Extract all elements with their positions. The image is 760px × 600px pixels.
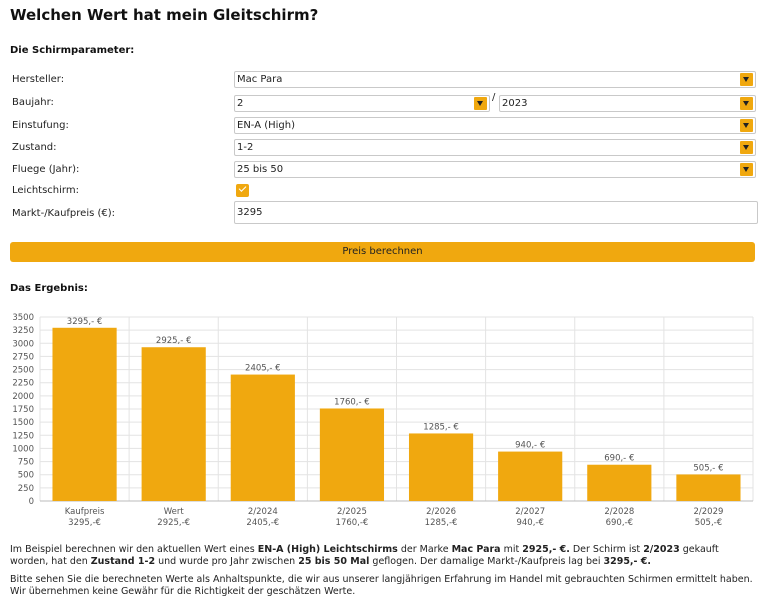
- data-label: 2405,- €: [245, 364, 281, 374]
- y-tick-label: 250: [18, 484, 34, 494]
- bar: [587, 464, 652, 501]
- x-tick-label: 2/2029: [693, 507, 723, 517]
- summary-text: mit: [500, 544, 523, 555]
- rating-value: EN-A (High): [237, 120, 295, 131]
- y-tick-label: 0: [29, 497, 34, 507]
- light-label: Leichtschirm:: [12, 185, 79, 196]
- x-tick-sublabel: 3295,-€: [68, 518, 101, 528]
- price-label: Markt-/Kaufpreis (€):: [12, 208, 116, 219]
- y-tick-label: 1000: [12, 444, 34, 454]
- y-tick-label: 750: [18, 458, 34, 468]
- y-tick-label: 3250: [12, 326, 34, 336]
- chevron-down-icon: [740, 141, 753, 154]
- result-heading: Das Ergebnis:: [10, 283, 88, 294]
- y-tick-label: 1500: [12, 418, 34, 428]
- chevron-down-icon: [740, 73, 753, 86]
- condition-select[interactable]: 1-2: [234, 139, 756, 156]
- summary-text: Der Schirm ist: [569, 544, 644, 555]
- summary-price: 3295,- €.: [603, 556, 652, 567]
- y-tick-label: 3000: [12, 339, 34, 349]
- summary-text: geflogen. Der damalige Markt-/Kaufpreis …: [369, 556, 604, 567]
- light-checkbox[interactable]: [236, 184, 249, 197]
- data-label: 3295,- €: [67, 317, 103, 327]
- summary-text: gekauft worden, hat den: [10, 544, 719, 567]
- x-tick-label: Wert: [164, 507, 185, 517]
- calculate-button[interactable]: Preis berechnen: [10, 242, 755, 262]
- y-tick-label: 2500: [12, 366, 34, 376]
- value-chart: 0 250 500 750 1000 1250 1500 1750 2000 2250 2500 27…: [12, 313, 754, 528]
- bar: [319, 408, 385, 501]
- x-tick-sublabel: 2405,-€: [246, 518, 279, 528]
- data-label: 690,- €: [604, 454, 634, 464]
- x-tick-sublabel: 1285,-€: [425, 518, 458, 528]
- summary-paragraph: Im Beispiel berechnen wir den aktuellen …: [10, 544, 755, 568]
- data-label: 940,- €: [515, 441, 545, 451]
- page-title: Welchen Wert hat mein Gleitschirm?: [10, 6, 319, 24]
- x-tick-label: 2/2026: [426, 507, 456, 517]
- bar: [230, 374, 295, 501]
- data-label: 1760,- €: [334, 397, 370, 407]
- bar: [676, 474, 741, 501]
- x-tick-label: 2/2028: [604, 507, 634, 517]
- rating-label: Einstufung:: [12, 120, 69, 131]
- y-tick-label: 3500: [12, 313, 34, 323]
- summary-text: Im Beispiel berechnen wir den aktuellen …: [10, 544, 258, 555]
- flights-select[interactable]: 25 bis 50: [234, 161, 756, 178]
- chevron-down-icon: [740, 119, 753, 132]
- flights-label: Fluege (Jahr):: [12, 164, 80, 175]
- condition-value: 1-2: [237, 142, 254, 153]
- bar: [408, 433, 474, 501]
- price-input[interactable]: [237, 207, 737, 218]
- x-tick-sublabel: 1760,-€: [336, 518, 369, 528]
- summary-date: 2/2023: [643, 544, 680, 555]
- y-tick-label: 2000: [12, 392, 34, 402]
- manufacturer-label: Hersteller:: [12, 74, 65, 85]
- bar: [498, 451, 563, 501]
- bar: [141, 347, 206, 501]
- manufacturer-value: Mac Para: [237, 74, 283, 85]
- summary-condition: Zustand 1-2: [90, 556, 156, 567]
- flights-value: 25 bis 50: [237, 164, 284, 175]
- chevron-down-icon: [474, 97, 487, 110]
- year-select[interactable]: 2023: [499, 95, 756, 112]
- month-select[interactable]: 2: [234, 95, 490, 112]
- x-tick-sublabel: 505,-€: [695, 518, 722, 528]
- summary-brand: Mac Para: [451, 544, 501, 555]
- x-tick-label: Kaufpreis: [65, 507, 105, 517]
- condition-label: Zustand:: [12, 142, 57, 153]
- x-tick-sublabel: 690,-€: [606, 518, 633, 528]
- summary-flights: 25 bis 50 Mal: [298, 556, 370, 567]
- date-separator: /: [492, 92, 496, 103]
- year-label: Baujahr:: [12, 97, 54, 108]
- chevron-down-icon: [740, 97, 753, 110]
- x-tick-sublabel: 2925,-€: [157, 518, 190, 528]
- price-field-box: [234, 201, 758, 224]
- x-tick-label: 2/2025: [337, 507, 367, 517]
- year-value: 2023: [502, 98, 528, 109]
- summary-rating: EN-A (High) Leichtschirms: [257, 544, 398, 555]
- disclaimer-paragraph: Bitte sehen Sie die berechneten Werte al…: [10, 574, 753, 597]
- manufacturer-select[interactable]: Mac Para: [234, 71, 756, 88]
- summary-text: der Marke: [397, 544, 452, 555]
- month-value: 2: [237, 98, 244, 109]
- bar: [52, 327, 117, 501]
- summary-text: und wurde pro Jahr zwischen: [155, 556, 299, 567]
- x-tick-label: 2/2024: [248, 507, 278, 517]
- y-tick-label: 2750: [12, 352, 34, 362]
- y-tick-label: 2250: [12, 379, 34, 389]
- chevron-down-icon: [740, 163, 753, 176]
- data-label: 1285,- €: [423, 422, 459, 432]
- y-tick-label: 1750: [12, 405, 34, 415]
- x-tick-sublabel: 940,-€: [516, 518, 543, 528]
- x-tick-label: 2/2027: [515, 507, 545, 517]
- data-label: 505,- €: [693, 463, 723, 473]
- params-heading: Die Schirmparameter:: [10, 45, 135, 56]
- y-tick-label: 500: [18, 471, 34, 481]
- summary-value: 2925,- €.: [522, 544, 570, 555]
- rating-select[interactable]: EN-A (High): [234, 117, 756, 134]
- data-label: 2925,- €: [156, 336, 192, 346]
- y-tick-label: 1250: [12, 431, 34, 441]
